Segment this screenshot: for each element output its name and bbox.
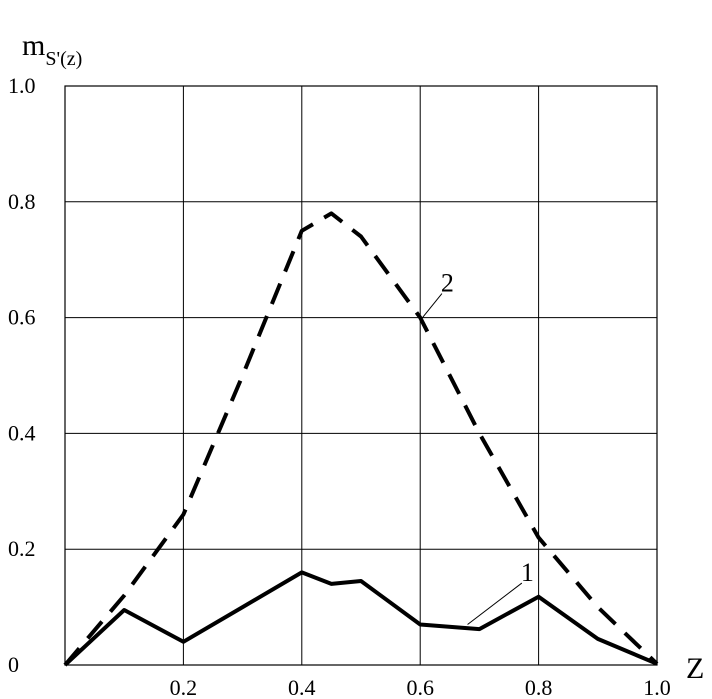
y-axis-label-main: m (22, 29, 45, 62)
y-axis-label: mS'(z) (22, 29, 82, 70)
x-tick-label: 0.6 (406, 675, 434, 699)
y-tick-label: 0.6 (8, 305, 36, 330)
grid (65, 86, 657, 665)
plot-frame (64, 85, 658, 666)
y-tick-label: 0.2 (8, 536, 36, 561)
series-2-label: 2 (441, 269, 454, 298)
x-axis-label: Z (686, 652, 704, 685)
x-tick-label: 0.8 (525, 675, 553, 699)
series-1-line (63, 570, 658, 667)
series-2-leader-line (419, 293, 443, 321)
y-tick-label: 0.8 (8, 189, 36, 214)
x-tick-label: 1.0 (643, 675, 671, 699)
series-1-label: 1 (521, 558, 534, 587)
series-1-leader-line (467, 582, 523, 625)
y-tick-label: 1.0 (8, 73, 36, 98)
y-tick-label: 0.4 (8, 420, 36, 445)
series-layer: 12 (63, 211, 659, 667)
series-2-line (63, 211, 659, 667)
x-tick-label: 0.2 (170, 675, 198, 699)
tick-labels: 0 0.2 0.4 0.6 0.8 1.0 0.2 0.4 0.6 0.8 1.0 (8, 73, 671, 699)
y-tick-label: 0 (8, 652, 19, 677)
y-axis-label-subscript: S'(z) (45, 48, 82, 70)
x-tick-label: 0.4 (288, 675, 316, 699)
